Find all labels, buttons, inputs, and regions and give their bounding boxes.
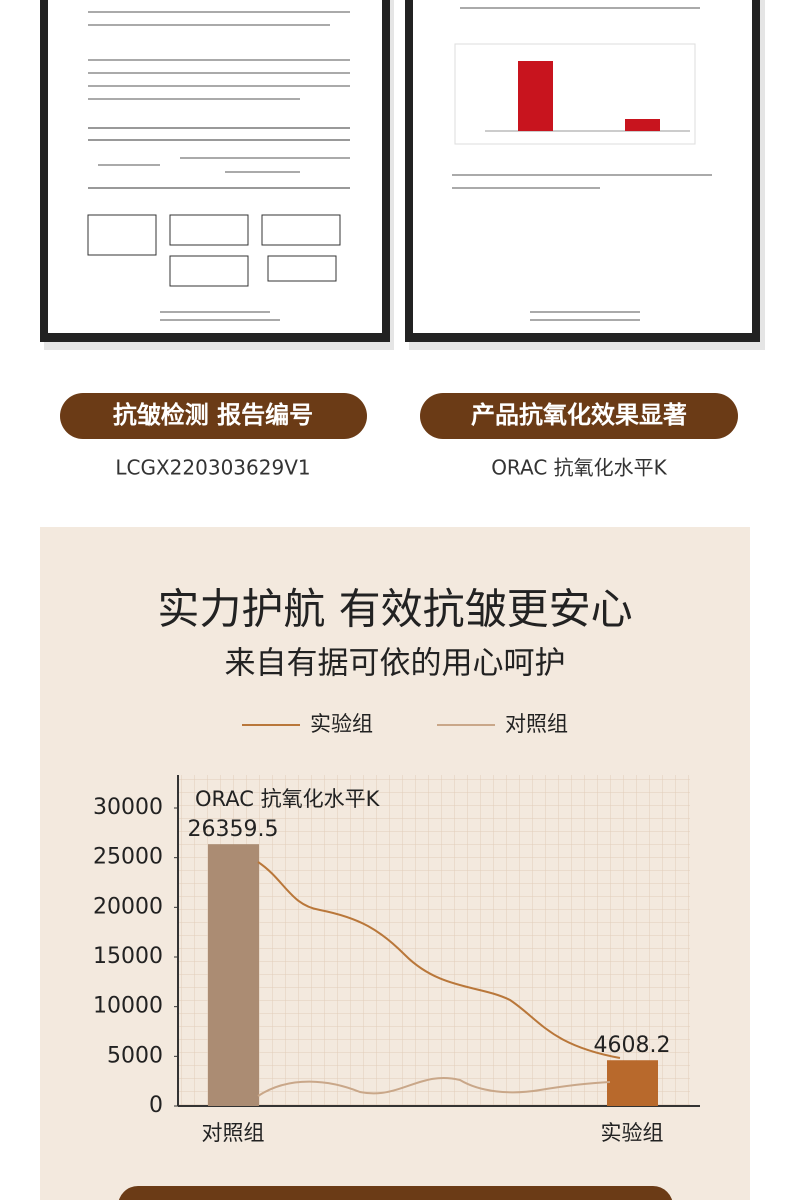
chart-title: ORAC 抗氧化水平K xyxy=(195,787,381,811)
value-label: 26359.5 xyxy=(188,817,279,842)
grid xyxy=(178,775,690,1106)
deco-curve xyxy=(257,1077,611,1097)
section-subtitle: 来自有据可依的用心呵护 xyxy=(225,646,566,682)
badge-text: 抗皱检测 报告编号 xyxy=(113,401,313,429)
chart: 0 5000 10000 15000 20000 25000 30000 26359.5 对照组… xyxy=(93,795,670,1145)
y-tick-label: 15000 xyxy=(93,944,163,969)
badge xyxy=(118,1186,673,1200)
deco-curve xyxy=(257,861,621,1059)
y-tick-label: 25000 xyxy=(93,845,163,870)
legend-label: 实验组 xyxy=(310,712,373,736)
caption: LCGX220303629V1 xyxy=(115,456,310,480)
y-tick-label: 5000 xyxy=(107,1043,163,1068)
badge-text: 产品抗氧化效果显著 xyxy=(471,401,687,429)
report-right xyxy=(405,0,765,350)
y-tick-label: 10000 xyxy=(93,994,163,1019)
badge xyxy=(60,393,367,439)
y-tick-label: 30000 xyxy=(93,795,163,820)
caption: ORAC 抗氧化水平K xyxy=(491,456,667,480)
report-left xyxy=(40,0,394,350)
y-tick-label: 0 xyxy=(149,1093,163,1118)
value-label: 4608.2 xyxy=(594,1033,671,1058)
x-tick-label: 实验组 xyxy=(601,1121,664,1145)
legend-label: 对照组 xyxy=(505,712,568,736)
legend: 实验组 对照组 xyxy=(242,712,568,736)
bar xyxy=(208,844,259,1106)
bar xyxy=(607,1060,658,1106)
y-tick-label: 20000 xyxy=(93,894,163,919)
section-title: 实力护航 有效抗皱更安心 xyxy=(157,585,632,634)
badge xyxy=(420,393,738,439)
x-tick-label: 对照组 xyxy=(202,1121,265,1145)
